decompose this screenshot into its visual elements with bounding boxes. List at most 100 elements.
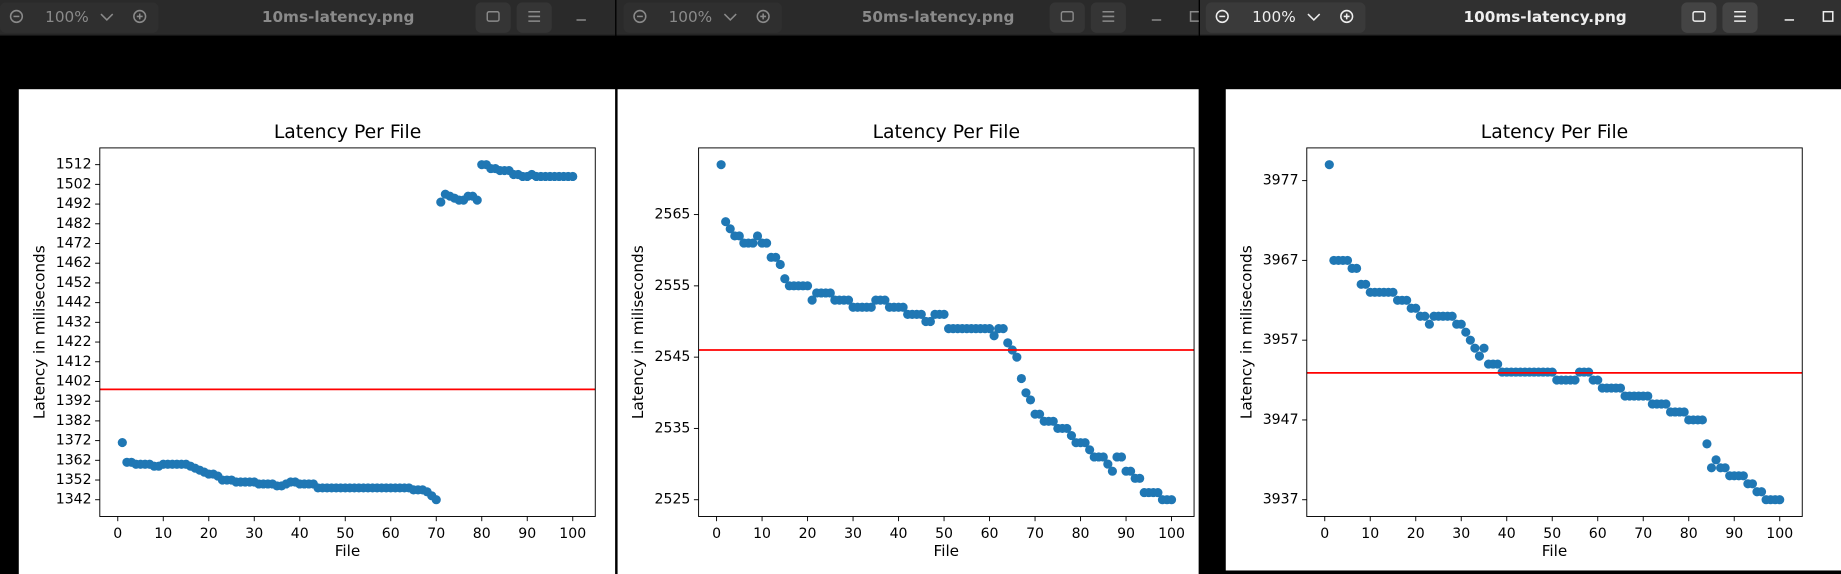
data-point (1103, 459, 1113, 469)
x-tick-label: 100 (1158, 526, 1185, 542)
zoom-out-button[interactable] (1215, 9, 1229, 24)
zoom-in-icon (136, 13, 143, 20)
y-tick-label: 1492 (56, 196, 92, 212)
zoom-menu-chevron[interactable] (100, 13, 114, 22)
x-tick-label: 40 (1498, 526, 1516, 542)
x-tick-label: 90 (518, 526, 536, 542)
y-tick-label: 1422 (56, 334, 92, 350)
menu-button[interactable] (516, 2, 552, 33)
data-point (825, 288, 835, 298)
zoom-menu-chevron[interactable] (723, 13, 737, 22)
zoom-menu-chevron[interactable] (1307, 13, 1321, 22)
zoom-in-button[interactable] (1340, 9, 1354, 24)
zoom-level[interactable]: 100% (669, 8, 713, 26)
menu-button[interactable] (1090, 2, 1126, 33)
maximize-button[interactable] (1189, 10, 1200, 22)
data-point (1447, 311, 1457, 321)
data-point (1702, 439, 1712, 449)
zoom-out-button[interactable] (9, 9, 24, 24)
data-point (1361, 279, 1371, 289)
x-tick-label: 80 (1072, 526, 1090, 542)
x-tick-label: 10 (753, 526, 771, 542)
data-point (1424, 319, 1434, 329)
data-point (1747, 479, 1758, 489)
data-point (1166, 495, 1177, 505)
x-tick-label: 80 (1680, 526, 1698, 542)
data-point (925, 316, 935, 327)
fullscreen-button[interactable] (1049, 2, 1085, 33)
x-tick-label: 90 (1725, 526, 1743, 542)
window-title: 100ms-latency.png (1464, 8, 1627, 26)
menu-icon (528, 10, 541, 22)
zoom-in-button[interactable] (133, 9, 147, 24)
data-point (734, 231, 744, 241)
data-point (1756, 487, 1767, 497)
data-point (1461, 327, 1471, 337)
x-tick-label: 90 (1117, 526, 1135, 542)
data-point (1470, 343, 1480, 353)
data-point (843, 295, 854, 305)
x-tick-label: 30 (1452, 526, 1470, 542)
data-point (1048, 416, 1058, 426)
x-tick-label: 20 (1407, 526, 1425, 542)
fullscreen-button[interactable] (475, 2, 511, 33)
data-point (1066, 430, 1077, 441)
y-tick-label: 1342 (56, 492, 92, 508)
y-tick-label: 1442 (56, 295, 92, 311)
y-tick-label: 1462 (56, 255, 92, 271)
y-tick-label: 3967 (1263, 252, 1299, 268)
data-point (1474, 351, 1485, 361)
maximize-button[interactable] (1822, 10, 1834, 22)
data-point (998, 324, 1008, 334)
zoom-out-button[interactable] (633, 9, 647, 24)
y-tick-label: 1482 (56, 216, 92, 232)
x-tick-label: 20 (200, 526, 218, 542)
y-tick-label: 1392 (56, 393, 92, 409)
data-point (984, 324, 995, 334)
data-point (1135, 473, 1145, 483)
chart-title: Latency Per File (873, 122, 1020, 143)
image-canvas (18, 89, 616, 574)
x-tick-label: 0 (1320, 526, 1329, 542)
x-tick-label: 70 (1026, 526, 1044, 542)
x-axis-label: File (1542, 542, 1568, 560)
data-point (807, 295, 817, 305)
zoom-level[interactable]: 100% (1252, 8, 1296, 26)
fullscreen-button[interactable] (1681, 2, 1717, 33)
window-title: 50ms-latency.png (862, 8, 1015, 26)
x-tick-label: 30 (245, 526, 263, 542)
x-tick-label: 50 (1543, 526, 1561, 542)
x-tick-label: 20 (799, 526, 817, 542)
data-point (725, 224, 735, 234)
data-point (1465, 335, 1475, 345)
data-point (1012, 352, 1022, 362)
chart-title: Latency Per File (1481, 122, 1628, 143)
data-point (1593, 375, 1603, 385)
fullscreen-icon (1692, 11, 1706, 22)
data-point (866, 302, 876, 312)
x-axis-label: File (934, 542, 960, 560)
y-tick-label: 1382 (56, 413, 92, 429)
data-point (1342, 255, 1353, 265)
data-point (716, 160, 726, 170)
x-tick-label: 70 (1634, 526, 1652, 542)
x-tick-label: 0 (113, 526, 122, 542)
data-point (1697, 415, 1707, 425)
zoom-in-button[interactable] (756, 9, 770, 24)
y-tick-label: 1362 (56, 452, 92, 468)
plot-frame (1306, 147, 1803, 517)
data-point (748, 238, 758, 248)
data-point (1720, 463, 1730, 473)
data-point (775, 259, 785, 270)
data-point (780, 274, 790, 284)
y-tick-label: 2545 (655, 349, 691, 365)
menu-icon (1734, 10, 1746, 22)
y-tick-label: 2565 (655, 207, 691, 223)
menu-button[interactable] (1722, 2, 1758, 33)
y-tick-label: 1512 (56, 157, 92, 173)
y-tick-label: 1452 (56, 275, 92, 291)
chart-title: Latency Per File (274, 122, 421, 143)
zoom-level[interactable]: 100% (45, 8, 89, 26)
